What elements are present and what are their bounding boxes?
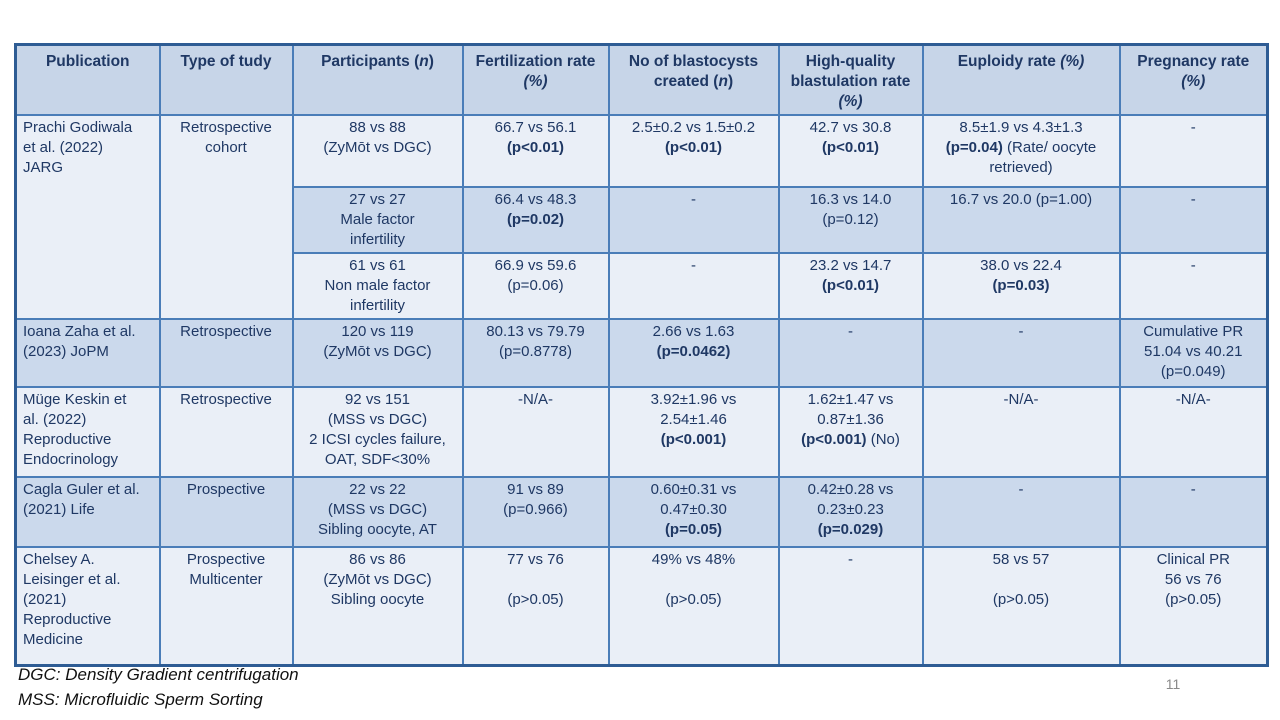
footnote-mss: MSS: Microfluidic Sperm Sorting [18,690,263,709]
table-cell-blastocysts-created: 49% vs 48% (p>0.05) [607,546,780,666]
table-cell-type-of-study: Retrospective [158,318,294,388]
table-cell-type-of-study: Retrospective cohort [158,114,294,320]
table-cell-publication: Müge Keskin et al. (2022) Reproductive Endo… [14,386,161,478]
table-cell-participants: 86 vs 86 (ZyMōt vs DGC) Sibling oocyte [291,546,464,666]
table-cell-blastulation-rate: 0.42±0.28 vs 0.23±0.23 (p=0.029) [777,476,924,548]
table-row-2: 61 vs 61 Non male factor infertility 66.9 v… [16,252,1269,320]
column-header-publication: Publication [14,43,161,116]
table-cell-type-of-study: Prospective Multicenter [158,546,294,666]
table-row-6: Chelsey A. Leisinger et al. (2021) Reproduc… [14,546,1269,666]
table-cell-blastocysts-created: - [607,252,780,320]
table-cell-blastocysts-created: 2.5±0.2 vs 1.5±0.2 (p<0.01) [607,114,780,188]
table-cell-blastulation-rate: 16.3 vs 14.0 (p=0.12) [777,186,924,254]
table-cell-participants: 92 vs 151 (MSS vs DGC) 2 ICSI cycles failu… [291,386,464,478]
table-cell-euploidy-rate: 58 vs 57 (p>0.05) [921,546,1121,666]
table-cell-fertilization-rate: 80.13 vs 79.79 (p=0.8778) [461,318,610,388]
table-cell-blastocysts-created: 3.92±1.96 vs 2.54±1.46 (p<0.001) [607,386,780,478]
table-row-1: 27 vs 27 Male factor infertility 66.4 vs 48… [16,186,1269,254]
column-header-pregnancy-rate: Pregnancy rate (%) [1118,43,1269,116]
table-cell-blastulation-rate: - [777,546,924,666]
table-cell-participants: 27 vs 27 Male factor infertility [291,186,464,254]
table-cell-blastulation-rate: - [777,318,924,388]
table-row-5: Cagla Guler et al. (2021) Life Prospective… [14,476,1269,548]
table-cell-pregnancy-rate: - [1118,476,1269,548]
header-row: Publication Type of tudy Participants (n) F… [14,43,1269,116]
table-cell-publication: Cagla Guler et al. (2021) Life [14,476,161,548]
table-cell-type-of-study: Retrospective [158,386,294,478]
table-cell-blastocysts-created: 2.66 vs 1.63 (p=0.0462) [607,318,780,388]
table-cell-euploidy-rate: 38.0 vs 22.4 (p=0.03) [921,252,1121,320]
table-cell-euploidy-rate: - [921,318,1121,388]
table-cell-pregnancy-rate: Clinical PR 56 vs 76 (p>0.05) [1118,546,1269,666]
table-cell-fertilization-rate: 77 vs 76 (p>0.05) [461,546,610,666]
table-cell-participants: 61 vs 61 Non male factor infertility [291,252,464,320]
table-cell-pregnancy-rate: - [1118,252,1269,320]
column-header-fertilization-rate: Fertilization rate (%) [461,43,610,116]
table-cell-fertilization-rate: 66.4 vs 48.3 (p=0.02) [461,186,610,254]
table-cell-blastulation-rate: 23.2 vs 14.7 (p<0.01) [777,252,924,320]
table-cell-pregnancy-rate: -N/A- [1118,386,1269,478]
table-row-0: Prachi Godiwala et al. (2022) JARG Retrospe… [14,114,1269,320]
table-cell-fertilization-rate: 66.7 vs 56.1 (p<0.01) [461,114,610,188]
table-cell-pregnancy-rate: - [1118,186,1269,254]
page-number: 11 [1165,676,1181,692]
table-cell-fertilization-rate: -N/A- [461,386,610,478]
table-cell-blastocysts-created: 0.60±0.31 vs 0.47±0.30 (p=0.05) [607,476,780,548]
column-header-participants: Participants (n) [291,43,464,116]
footnote-dgc: DGC: Density Gradient centrifugation [18,665,299,684]
table-cell-pregnancy-rate: - [1118,114,1269,188]
table-cell-pregnancy-rate: Cumulative PR 51.04 vs 40.21 (p=0.049) [1118,318,1269,388]
table-cell-participants: 88 vs 88 (ZyMōt vs DGC) [291,114,464,188]
studies-table: Publication Type of tudy Participants (n) F… [14,43,1269,667]
table-row-4: Müge Keskin et al. (2022) Reproductive Endo… [14,386,1269,478]
table-row-3: Ioana Zaha et al. (2023) JoPM Retrospectiv… [14,318,1269,388]
table-cell-fertilization-rate: 66.9 vs 59.6 (p=0.06) [461,252,610,320]
table-cell-publication: Prachi Godiwala et al. (2022) JARG [14,114,161,320]
footnotes: DGC: Density Gradient centrifugation MSS… [18,662,299,712]
table-cell-euploidy-rate: - [921,476,1121,548]
table-cell-participants: 120 vs 119 (ZyMōt vs DGC) [291,318,464,388]
table-cell-publication: Ioana Zaha et al. (2023) JoPM [14,318,161,388]
column-header-type-of-study: Type of tudy [158,43,294,116]
table-cell-publication: Chelsey A. Leisinger et al. (2021) Reproduc… [14,546,161,666]
table-cell-blastulation-rate: 42.7 vs 30.8 (p<0.01) [777,114,924,188]
column-header-blastulation-rate: High-quality blastulation rate (%) [777,43,924,116]
table-cell-euploidy-rate: 8.5±1.9 vs 4.3±1.3 (p=0.04) (Rate/ oocyte… [921,114,1121,188]
table-cell-participants: 22 vs 22 (MSS vs DGC) Sibling oocyte, AT [291,476,464,548]
table-cell-type-of-study: Prospective [158,476,294,548]
table-cell-fertilization-rate: 91 vs 89 (p=0.966) [461,476,610,548]
table-cell-euploidy-rate: -N/A- [921,386,1121,478]
table-cell-blastocysts-created: - [607,186,780,254]
table-cell-blastulation-rate: 1.62±1.47 vs 0.87±1.36 (p<0.001) (No) [777,386,924,478]
column-header-blastocysts-created: No of blastocysts created (n) [607,43,780,116]
column-header-euploidy-rate: Euploidy rate (%) [921,43,1121,116]
table-cell-euploidy-rate: 16.7 vs 20.0 (p=1.00) [921,186,1121,254]
